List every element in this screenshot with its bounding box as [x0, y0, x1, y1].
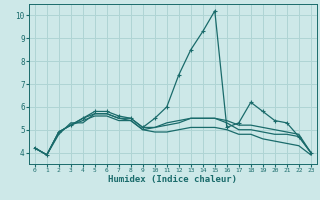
X-axis label: Humidex (Indice chaleur): Humidex (Indice chaleur): [108, 175, 237, 184]
